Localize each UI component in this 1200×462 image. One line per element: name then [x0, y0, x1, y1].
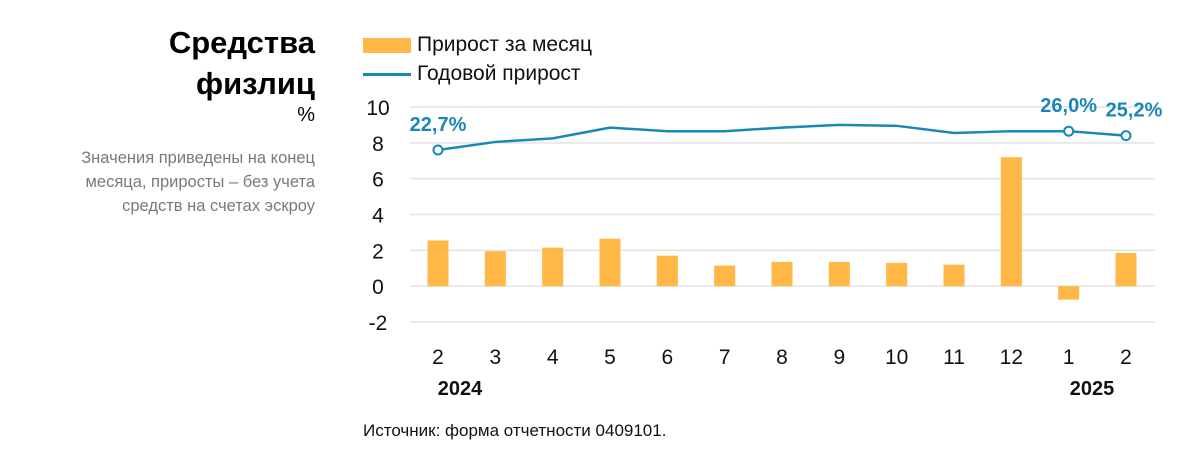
data-label: 22,7%: [410, 114, 467, 136]
y-tick-label: 0: [372, 276, 384, 299]
legend-item-annual: Годовой прирост: [363, 62, 581, 86]
chart-note: Значения приведены на конец месяца, прир…: [0, 146, 315, 218]
bar-monthly-growth: [599, 238, 621, 287]
y-tick-label: 2: [372, 240, 384, 263]
bar-monthly-growth: [656, 255, 678, 287]
year-label: 2024: [438, 378, 483, 400]
note-line: Значения приведены на конец: [81, 149, 315, 167]
x-tick-label: 2: [1120, 346, 1132, 369]
y-tick-label: 4: [372, 205, 384, 228]
x-tick-label: 3: [489, 346, 501, 369]
line-marker: [1063, 125, 1075, 137]
legend-item-monthly: Прирост за месяц: [363, 33, 592, 57]
chart-title: Средства физлиц: [169, 22, 315, 104]
bar-monthly-growth: [886, 262, 908, 287]
bar-monthly-growth: [714, 265, 736, 287]
unit-label: %: [297, 104, 315, 126]
source-note: Источник: форма отчетности 0409101.: [363, 421, 667, 440]
bar-monthly-growth: [943, 264, 965, 287]
bar-monthly-growth: [1000, 157, 1022, 287]
note-line: месяца, приросты – без учета: [85, 173, 315, 191]
x-tick-label: 12: [1000, 346, 1023, 369]
bar-monthly-growth: [427, 240, 449, 287]
x-tick-label: 6: [661, 346, 673, 369]
line-marker: [432, 144, 444, 156]
y-tick-label: 10: [366, 97, 389, 120]
x-tick-label: 9: [833, 346, 845, 369]
year-label: 2025: [1070, 378, 1115, 400]
y-tick-label: -2: [369, 312, 388, 335]
x-tick-label: 4: [547, 346, 559, 369]
data-label: 25,2%: [1106, 100, 1163, 122]
bar-monthly-growth: [1115, 253, 1137, 287]
title-line-2: физлиц: [196, 66, 315, 101]
legend-line-swatch: [363, 72, 411, 76]
legend-bar-swatch: [363, 37, 411, 53]
title-line-1: Средства: [168, 25, 315, 60]
legend-label: Прирост за месяц: [417, 33, 592, 56]
x-tick-label: 5: [604, 346, 616, 369]
x-tick-label: 2: [432, 346, 444, 369]
data-label: 26,0%: [1040, 95, 1097, 117]
bar-monthly-growth: [828, 261, 850, 287]
legend-label: Годовой прирост: [417, 62, 581, 85]
x-tick-label: 11: [943, 346, 965, 369]
y-tick-label: 6: [372, 169, 384, 192]
bar-monthly-growth: [1058, 286, 1080, 300]
y-tick-label: 8: [372, 133, 384, 156]
x-tick-label: 7: [719, 346, 731, 369]
line-annual-growth: [437, 123, 1127, 152]
note-line: средств на счетах эскроу: [122, 197, 315, 215]
x-tick-label: 8: [776, 346, 788, 369]
bar-monthly-growth: [484, 251, 506, 287]
bar-monthly-growth: [542, 247, 564, 287]
bar-monthly-growth: [771, 261, 793, 287]
x-tick-label: 10: [885, 346, 908, 369]
line-marker: [1120, 130, 1132, 142]
x-tick-label: 1: [1063, 346, 1075, 369]
